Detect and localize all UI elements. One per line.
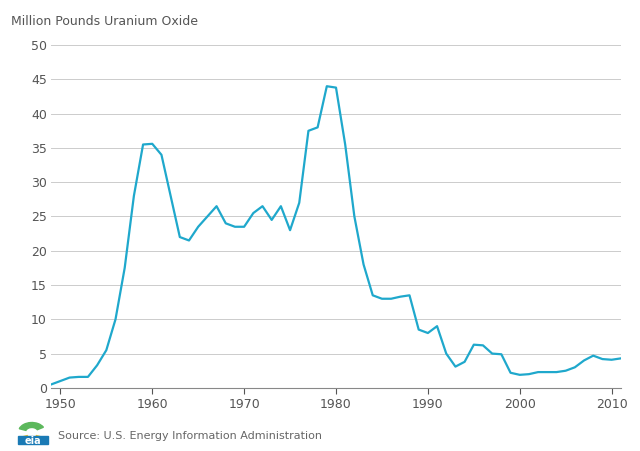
Wedge shape: [19, 423, 44, 430]
Bar: [18, 437, 48, 444]
Wedge shape: [21, 436, 42, 442]
Text: eia: eia: [24, 436, 41, 446]
Text: Source: U.S. Energy Information Administration: Source: U.S. Energy Information Administ…: [58, 431, 322, 441]
Text: Million Pounds Uranium Oxide: Million Pounds Uranium Oxide: [12, 15, 198, 28]
